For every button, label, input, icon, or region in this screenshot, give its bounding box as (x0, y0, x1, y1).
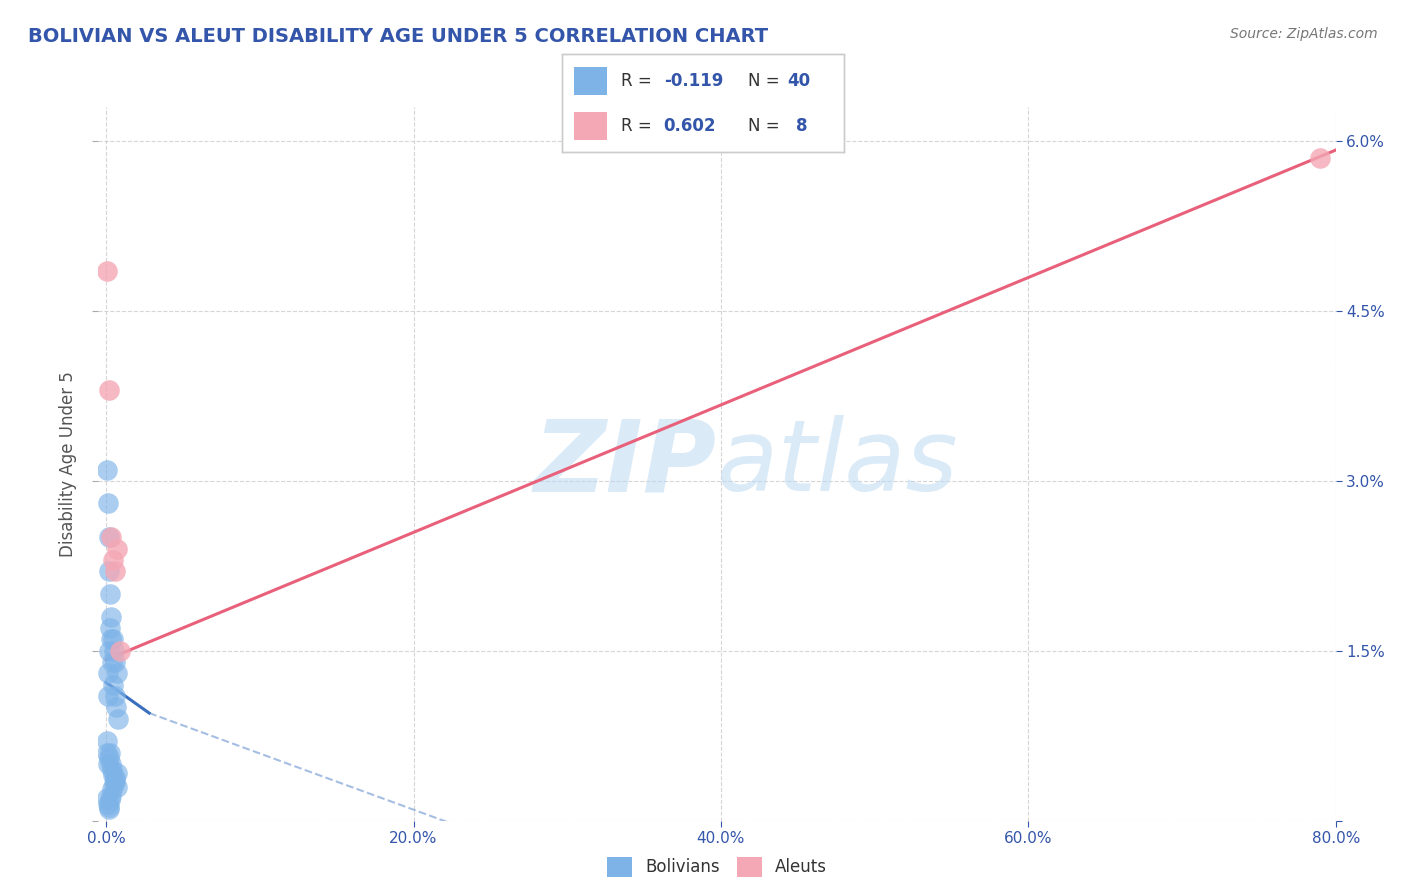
Point (98, 751, 121, 765)
Text: R =: R = (621, 117, 658, 135)
Point (100, 587, 122, 601)
Point (101, 678, 124, 692)
Point (97, 757, 120, 772)
Point (100, 632, 122, 647)
Point (105, 541, 128, 556)
Text: N =: N = (748, 117, 785, 135)
Point (100, 609, 122, 624)
Bar (574, 112, 607, 140)
Point (101, 781, 124, 796)
Bar (574, 67, 607, 95)
Point (96, 734, 118, 748)
Point (101, 763, 124, 777)
Point (105, 780, 128, 794)
Point (98, 746, 121, 760)
Text: Source: ZipAtlas.com: Source: ZipAtlas.com (1230, 27, 1378, 41)
Point (97, 797, 120, 811)
Point (96, 791, 118, 805)
Legend: Bolivians, Aleuts: Bolivians, Aleuts (600, 850, 834, 884)
Point (101, 632, 124, 647)
Point (100, 789, 122, 803)
Text: R =: R = (621, 72, 658, 90)
Text: 40: 40 (787, 72, 810, 90)
Point (103, 565, 125, 579)
Point (107, 712, 129, 726)
Point (98, 621, 121, 635)
Point (97, 802, 120, 816)
Point (103, 689, 125, 703)
Text: BOLIVIAN VS ALEUT DISABILITY AGE UNDER 5 CORRELATION CHART: BOLIVIAN VS ALEUT DISABILITY AGE UNDER 5… (28, 27, 768, 45)
Point (104, 655, 127, 669)
Point (105, 666, 128, 681)
Point (103, 644, 125, 658)
Text: atlas: atlas (717, 416, 959, 512)
Point (101, 655, 124, 669)
Point (98, 383, 121, 397)
Point (100, 531, 122, 545)
Point (103, 777, 125, 791)
Point (98, 793, 121, 807)
Point (97, 666, 120, 681)
Point (101, 553, 124, 567)
Point (103, 768, 125, 782)
Text: -0.119: -0.119 (664, 72, 723, 90)
Point (97, 496, 120, 510)
Y-axis label: Disability Age Under 5: Disability Age Under 5 (59, 371, 77, 557)
Text: ZIP: ZIP (534, 416, 717, 512)
Point (98, 565, 121, 579)
Point (105, 700, 128, 714)
Point (98, 800, 121, 814)
Text: 8: 8 (796, 117, 807, 135)
Point (108, 644, 131, 658)
Point (105, 766, 128, 780)
Point (104, 774, 127, 789)
Text: 0.602: 0.602 (664, 117, 716, 135)
Text: N =: N = (748, 72, 785, 90)
Point (97, 531, 120, 545)
Point (100, 757, 122, 772)
Point (96, 264, 118, 278)
Point (1309, 151, 1331, 165)
Point (97, 689, 120, 703)
Point (96, 462, 118, 476)
Point (96, 746, 118, 760)
Point (104, 771, 127, 785)
Point (98, 644, 121, 658)
